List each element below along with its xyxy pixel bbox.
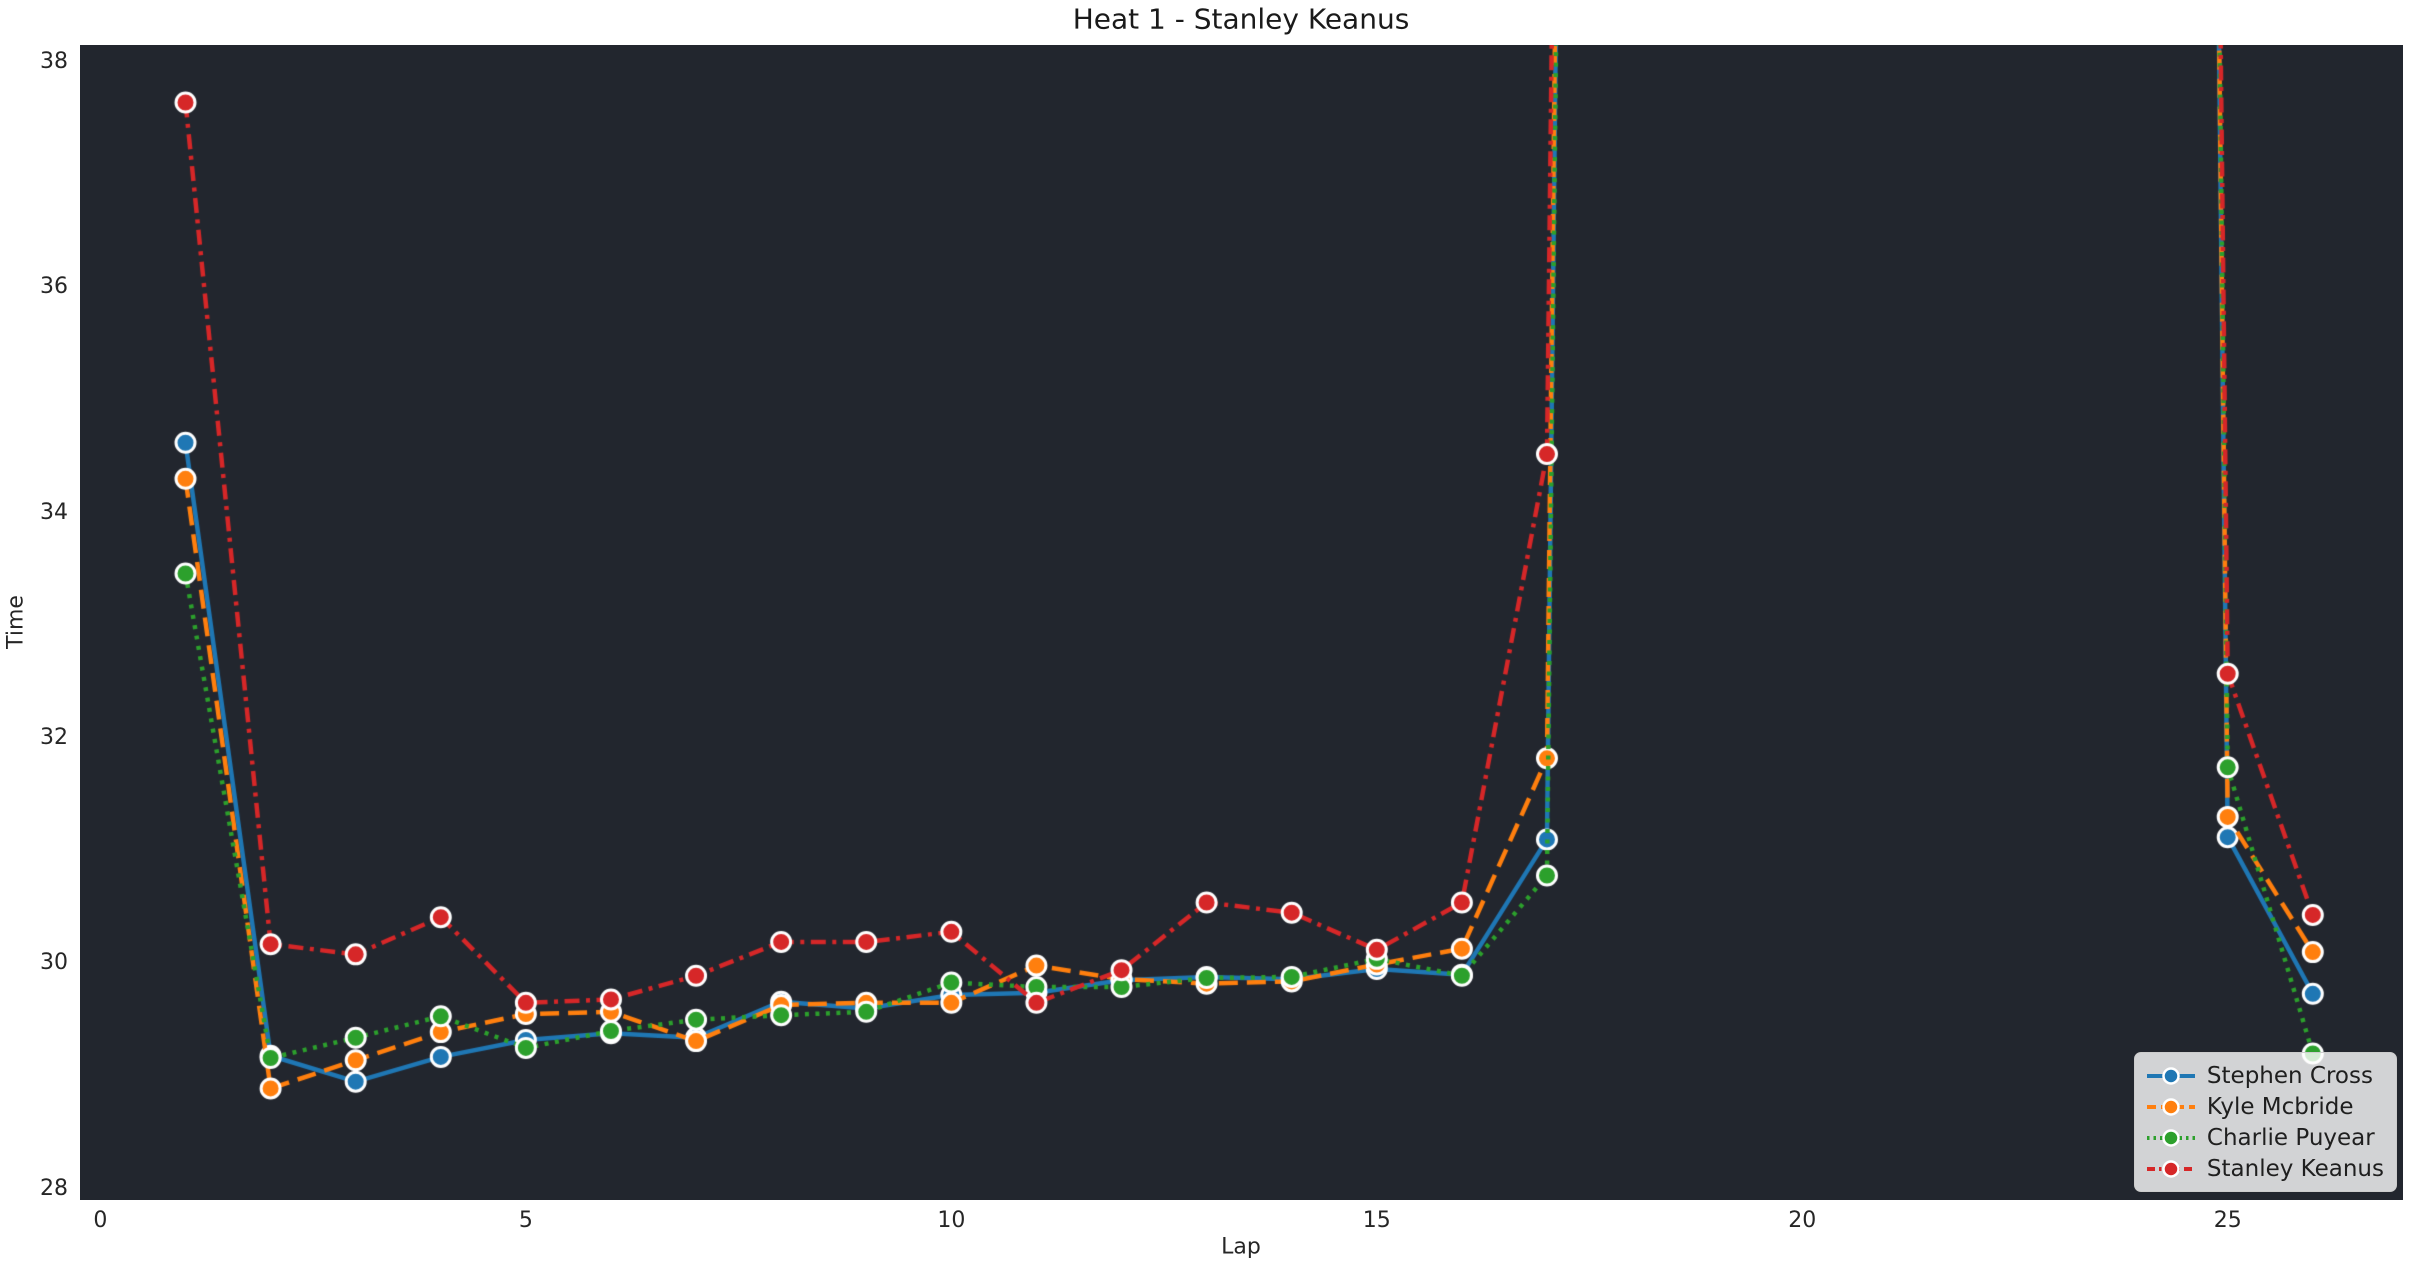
x-tick-label: 0 <box>93 1208 108 1233</box>
plot-area: Stephen Cross Kyle Mcbride Charlie Puyear S… <box>80 45 2403 1200</box>
legend-line-marker-swatch <box>2146 1128 2195 1147</box>
chart-canvas <box>80 45 2403 1200</box>
y-tick-label: 38 <box>40 48 68 74</box>
x-tick-label: 15 <box>1362 1208 1391 1233</box>
legend-label: Stephen Cross <box>2206 1062 2373 1089</box>
x-tick-label: 25 <box>2213 1208 2242 1233</box>
x-axis-label: Lap <box>1221 1234 1261 1260</box>
legend-item: Charlie Puyear <box>2145 1123 2384 1152</box>
legend-label: Charlie Puyear <box>2206 1124 2375 1151</box>
legend-label: Stanley Keanus <box>2206 1155 2384 1182</box>
legend-item: Kyle Mcbride <box>2145 1092 2384 1121</box>
y-tick-label: 34 <box>40 499 68 525</box>
y-tick-label: 30 <box>40 950 68 976</box>
y-tick-label: 28 <box>40 1175 68 1201</box>
chart-title: Heat 1 - Stanley Keanus <box>1072 2 1410 36</box>
x-tick-label: 20 <box>1788 1208 1817 1233</box>
legend-label: Kyle Mcbride <box>2206 1093 2354 1120</box>
legend-line-marker-swatch <box>2146 1097 2195 1116</box>
legend-line-marker-swatch <box>2146 1066 2195 1085</box>
legend-line-marker-swatch <box>2146 1159 2195 1178</box>
x-tick-label: 5 <box>518 1208 533 1233</box>
legend-item: Stanley Keanus <box>2145 1154 2384 1183</box>
y-tick-label: 36 <box>40 274 68 300</box>
y-tick-label: 32 <box>40 725 68 750</box>
y-axis-label: Time <box>3 595 29 649</box>
legend: Stephen Cross Kyle Mcbride Charlie Puyear S… <box>2133 1052 2397 1192</box>
legend-item: Stephen Cross <box>2145 1061 2384 1090</box>
x-tick-label: 10 <box>937 1208 966 1233</box>
